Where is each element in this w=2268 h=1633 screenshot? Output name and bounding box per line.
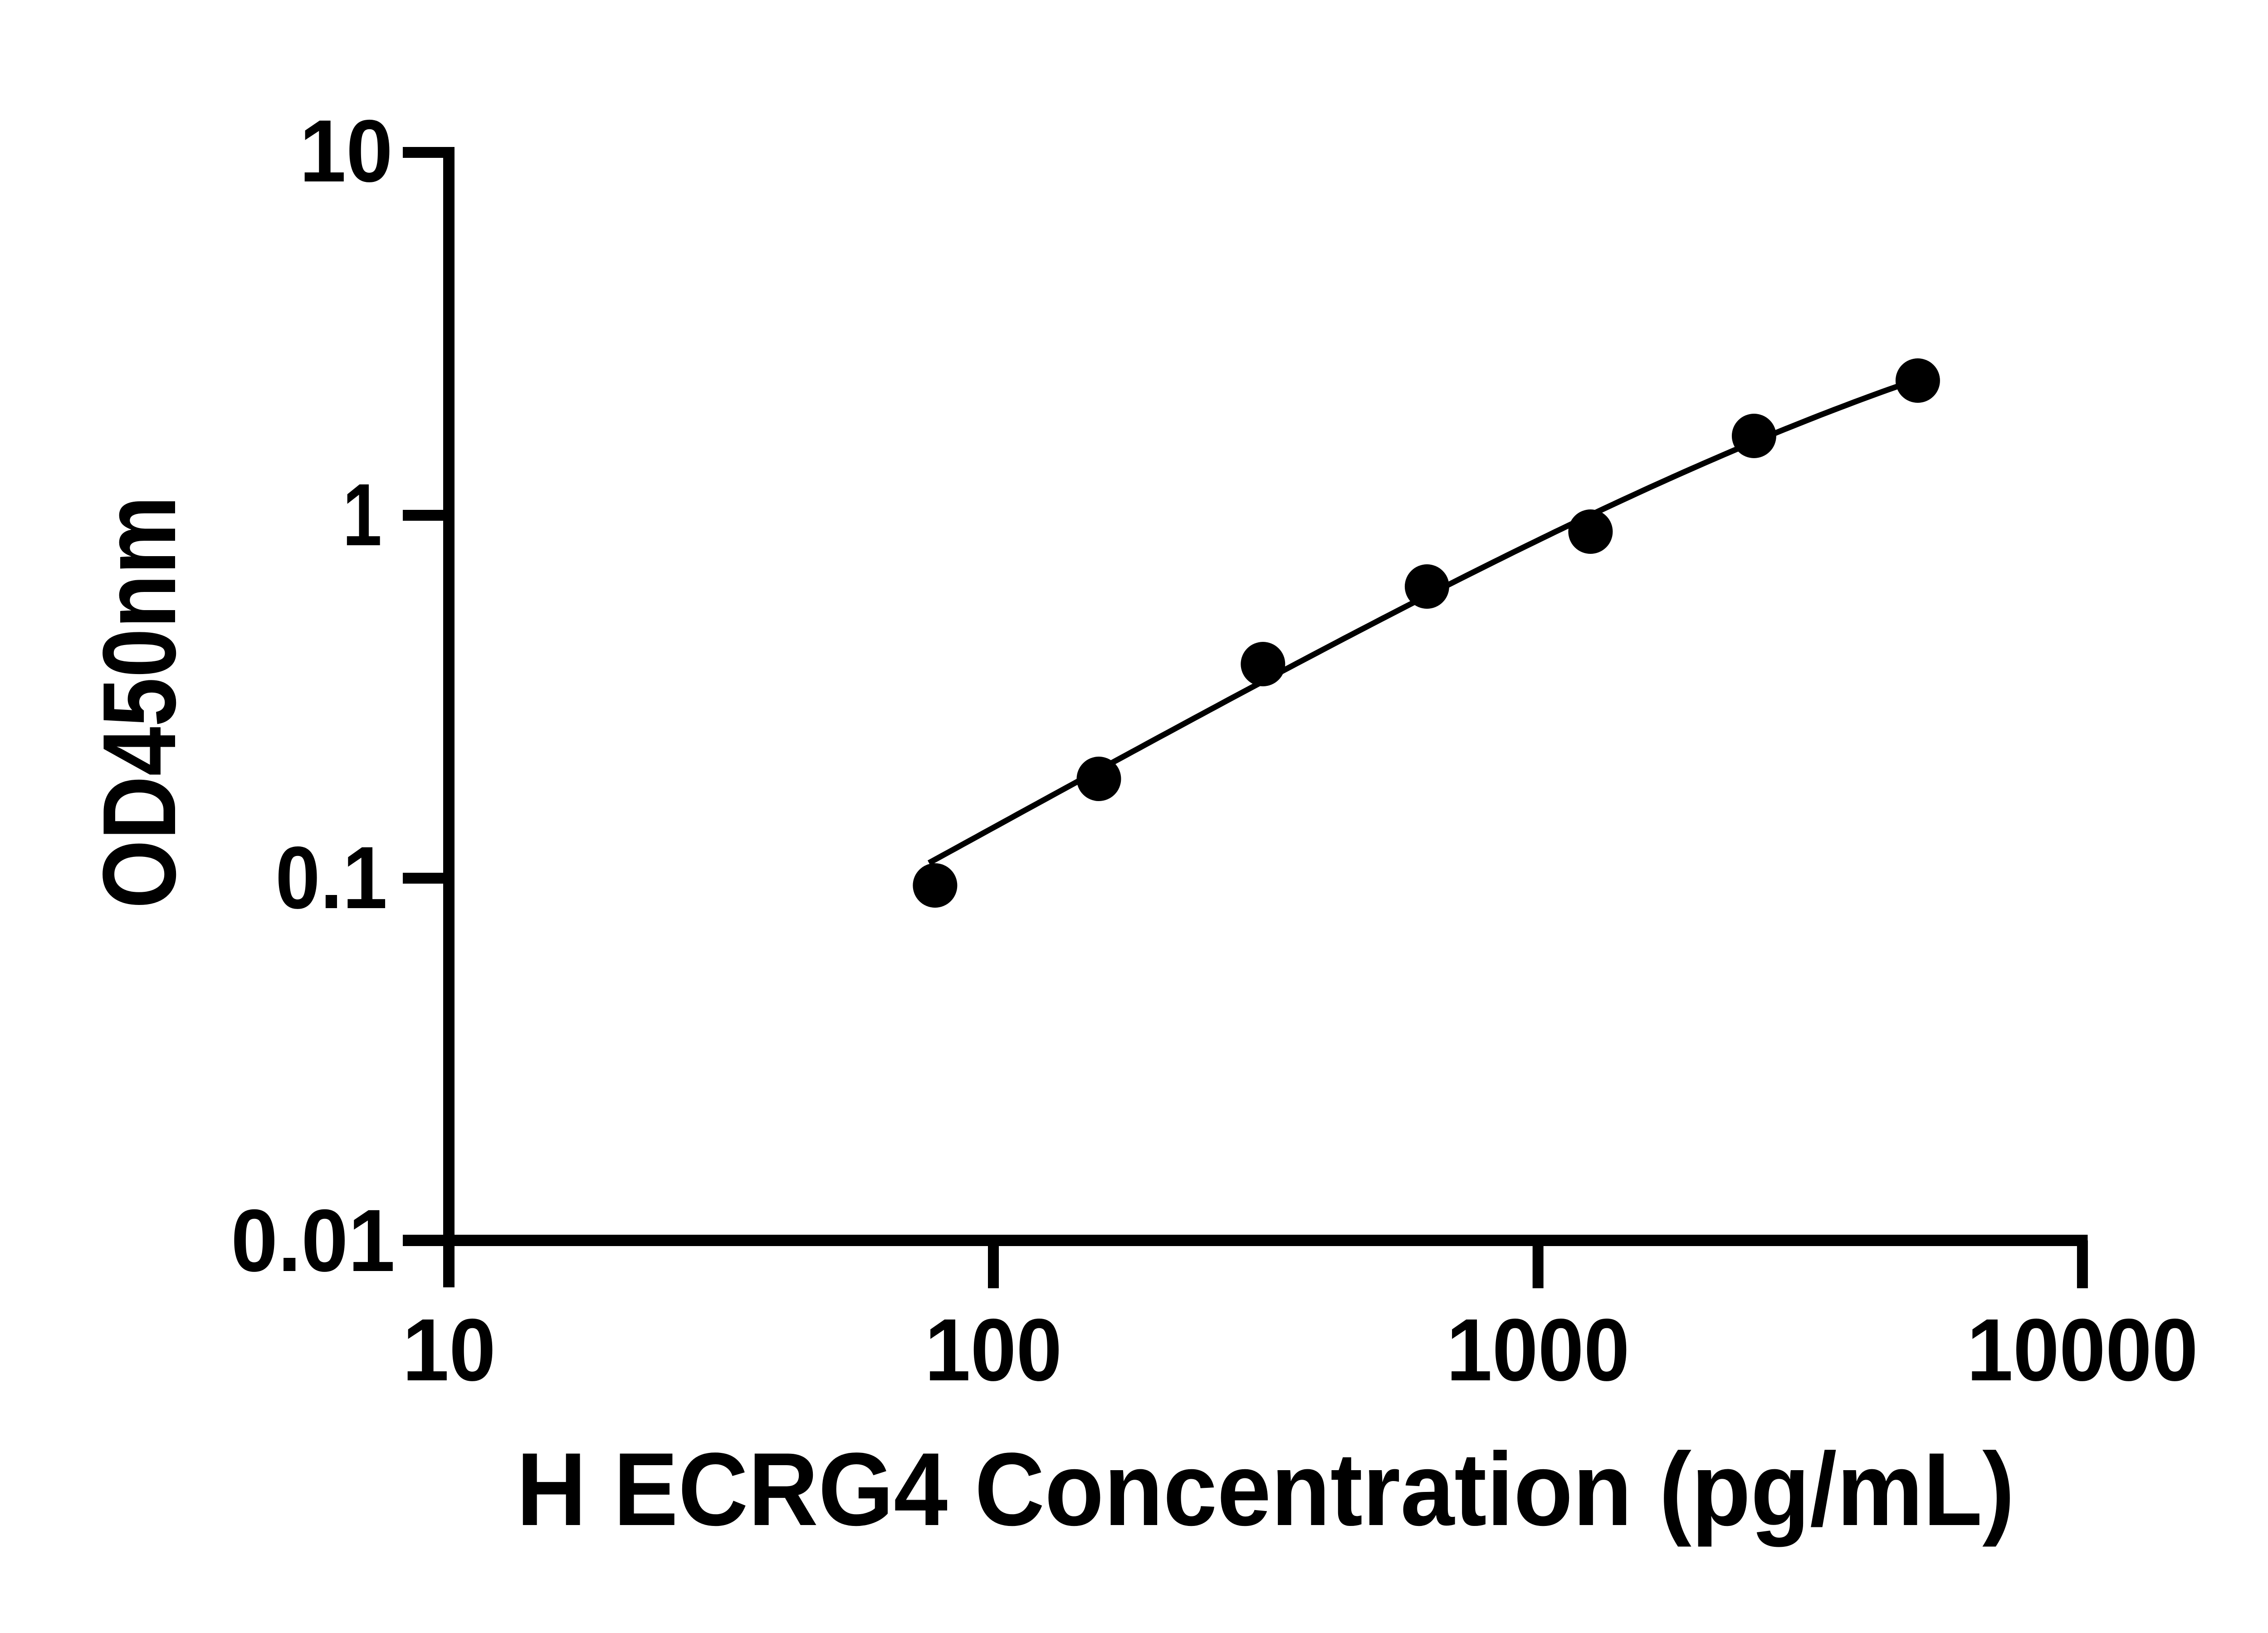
svg-text:0.1: 0.1 — [275, 828, 387, 927]
svg-text:0.01: 0.01 — [231, 1191, 395, 1290]
svg-text:H ECRG4 Concentration (pg/mL): H ECRG4 Concentration (pg/mL) — [517, 1431, 2015, 1547]
svg-text:1: 1 — [342, 465, 382, 564]
svg-text:OD450nm: OD450nm — [81, 496, 197, 909]
svg-text:100: 100 — [925, 1301, 1062, 1399]
svg-text:1000: 1000 — [1447, 1301, 1630, 1399]
svg-text:10: 10 — [402, 1301, 496, 1399]
svg-text:10000: 10000 — [1967, 1301, 2198, 1399]
svg-text:10: 10 — [299, 102, 393, 200]
